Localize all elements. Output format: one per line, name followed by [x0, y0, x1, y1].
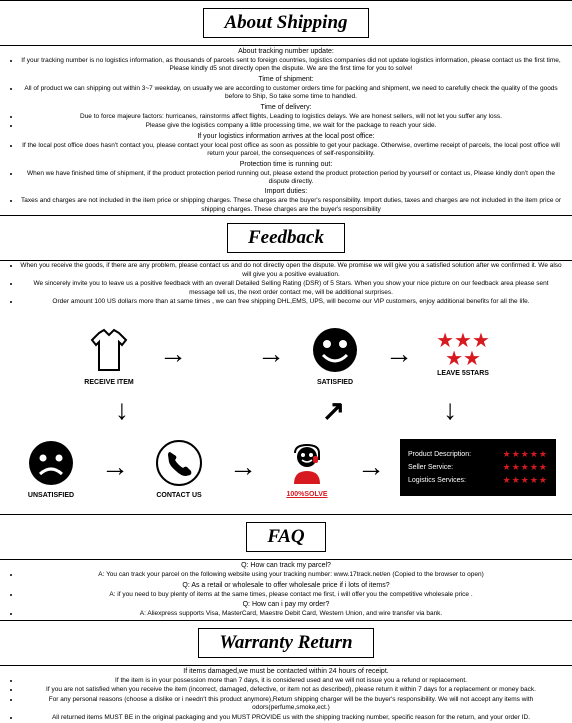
shipping-item: If your tracking number is no logistics … — [20, 57, 562, 74]
feedback-header: Feedback — [0, 215, 572, 261]
warranty-section: Warranty Return If items damaged,we must… — [0, 620, 572, 722]
shipping-item: Due to force majeure factors: hurricanes… — [20, 113, 562, 121]
support-icon — [280, 436, 335, 491]
shipping-item: Taxes and charges are not included in th… — [20, 197, 562, 214]
arrow-icon: → — [257, 338, 285, 370]
contact-label: CONTACT US — [156, 492, 201, 499]
leave-stars-node: ★★★★★ LEAVE 5STARS — [428, 332, 498, 377]
arrow-up-icon: ↗ — [322, 394, 345, 427]
feedback-item: We sincerely invite you to leave us a po… — [20, 280, 562, 297]
contact-node: CONTACT US — [144, 435, 214, 499]
receive-node: RECEIVE ITEM — [74, 322, 144, 386]
shipping-sub1: About tracking number update: — [0, 48, 572, 55]
shipping-sub4: If your logistics information arrives at… — [0, 133, 572, 140]
stars-icon: ★★★★★ — [503, 462, 548, 473]
warranty-sub1: If items damaged,we must be contacted wi… — [0, 668, 572, 675]
faq-header: FAQ — [0, 514, 572, 560]
box-seller: Seller Service: — [408, 464, 453, 471]
warranty-item: All returned items MUST BE in the origin… — [20, 714, 562, 722]
box-logistics: Logistics Services: — [408, 477, 466, 484]
shipping-item: When we have finished time of shipment, … — [20, 170, 562, 187]
shipping-section: About Shipping About tracking number upd… — [0, 0, 572, 214]
sad-icon — [24, 435, 79, 490]
tshirt-icon — [82, 322, 137, 377]
faq-item: A: Aliexpress supports Visa, MasterCard,… — [20, 610, 562, 618]
feedback-section: Feedback When you receive the goods, if … — [0, 215, 572, 514]
warranty-item: If the item is in your possession more t… — [20, 677, 562, 685]
phone-icon — [152, 435, 207, 490]
faq-title: FAQ — [246, 522, 325, 552]
warranty-header: Warranty Return — [0, 620, 572, 666]
shipping-item: All of product we can shipping out withi… — [20, 85, 562, 102]
faq-section: FAQ Q: How can track my parcel? A: You c… — [0, 514, 572, 618]
arrow-icon: → — [229, 451, 257, 483]
solve-label: 100%SOLVE — [286, 491, 327, 498]
shipping-sub5: Protection time is running out: — [0, 161, 572, 168]
feedback-item: When you receive the goods, if there are… — [20, 262, 562, 279]
arrow-down-icon: ↓ — [115, 394, 129, 427]
arrow-icon: → — [385, 338, 413, 370]
faq-q1: Q: How can track my parcel? — [0, 562, 572, 569]
satisfied-label: SATISFIED — [317, 379, 353, 386]
shipping-sub6: Import duties: — [0, 188, 572, 195]
shipping-sub3: Time of delivery: — [0, 104, 572, 111]
shipping-header: About Shipping — [0, 0, 572, 46]
stars-icon: ★★★★★ — [436, 332, 490, 368]
unsatisfied-label: UNSATISFIED — [28, 492, 74, 499]
satisfied-node: SATISFIED — [300, 322, 370, 386]
feedback-title: Feedback — [227, 223, 345, 253]
faq-q3: Q: How can i pay my order? — [0, 601, 572, 608]
warranty-title: Warranty Return — [198, 628, 373, 658]
box-desc: Product Description: — [408, 451, 471, 458]
shipping-item: Please give the logistics company a litt… — [20, 122, 562, 130]
shipping-title: About Shipping — [203, 8, 368, 38]
receive-label: RECEIVE ITEM — [84, 379, 133, 386]
faq-item: A: You can track your parcel on the foll… — [20, 571, 562, 579]
shipping-sub2: Time of shipment: — [0, 76, 572, 83]
solve-node: 100%SOLVE — [272, 436, 342, 498]
arrow-icon: → — [357, 451, 385, 483]
shipping-item: If the local post office does hasn't con… — [20, 142, 562, 159]
arrow-down-icon: ↓ — [443, 394, 457, 427]
smile-icon — [308, 322, 363, 377]
stars-icon: ★★★★★ — [503, 449, 548, 460]
faq-item: A: if you need to buy plenty of items at… — [20, 591, 562, 599]
unsatisfied-node: UNSATISFIED — [16, 435, 86, 499]
rating-box: Product Description: ★★★★★ Seller Service… — [400, 439, 556, 496]
faq-q2: Q: As a retail or wholesale to offer who… — [0, 582, 572, 589]
feedback-diagram: RECEIVE ITEM → → SATISFIED → ★★★★★ LEAVE… — [0, 307, 572, 514]
warranty-item: If you are not satisfied when you receiv… — [20, 686, 562, 694]
feedback-item: Order amount 100 US dollars more than at… — [20, 298, 562, 306]
warranty-item: For any personal reasons (choose a disli… — [20, 696, 562, 713]
stars-icon: ★★★★★ — [503, 475, 548, 486]
leave-label: LEAVE 5STARS — [437, 370, 489, 377]
arrow-icon: → — [159, 338, 187, 370]
arrow-icon: → — [101, 451, 129, 483]
